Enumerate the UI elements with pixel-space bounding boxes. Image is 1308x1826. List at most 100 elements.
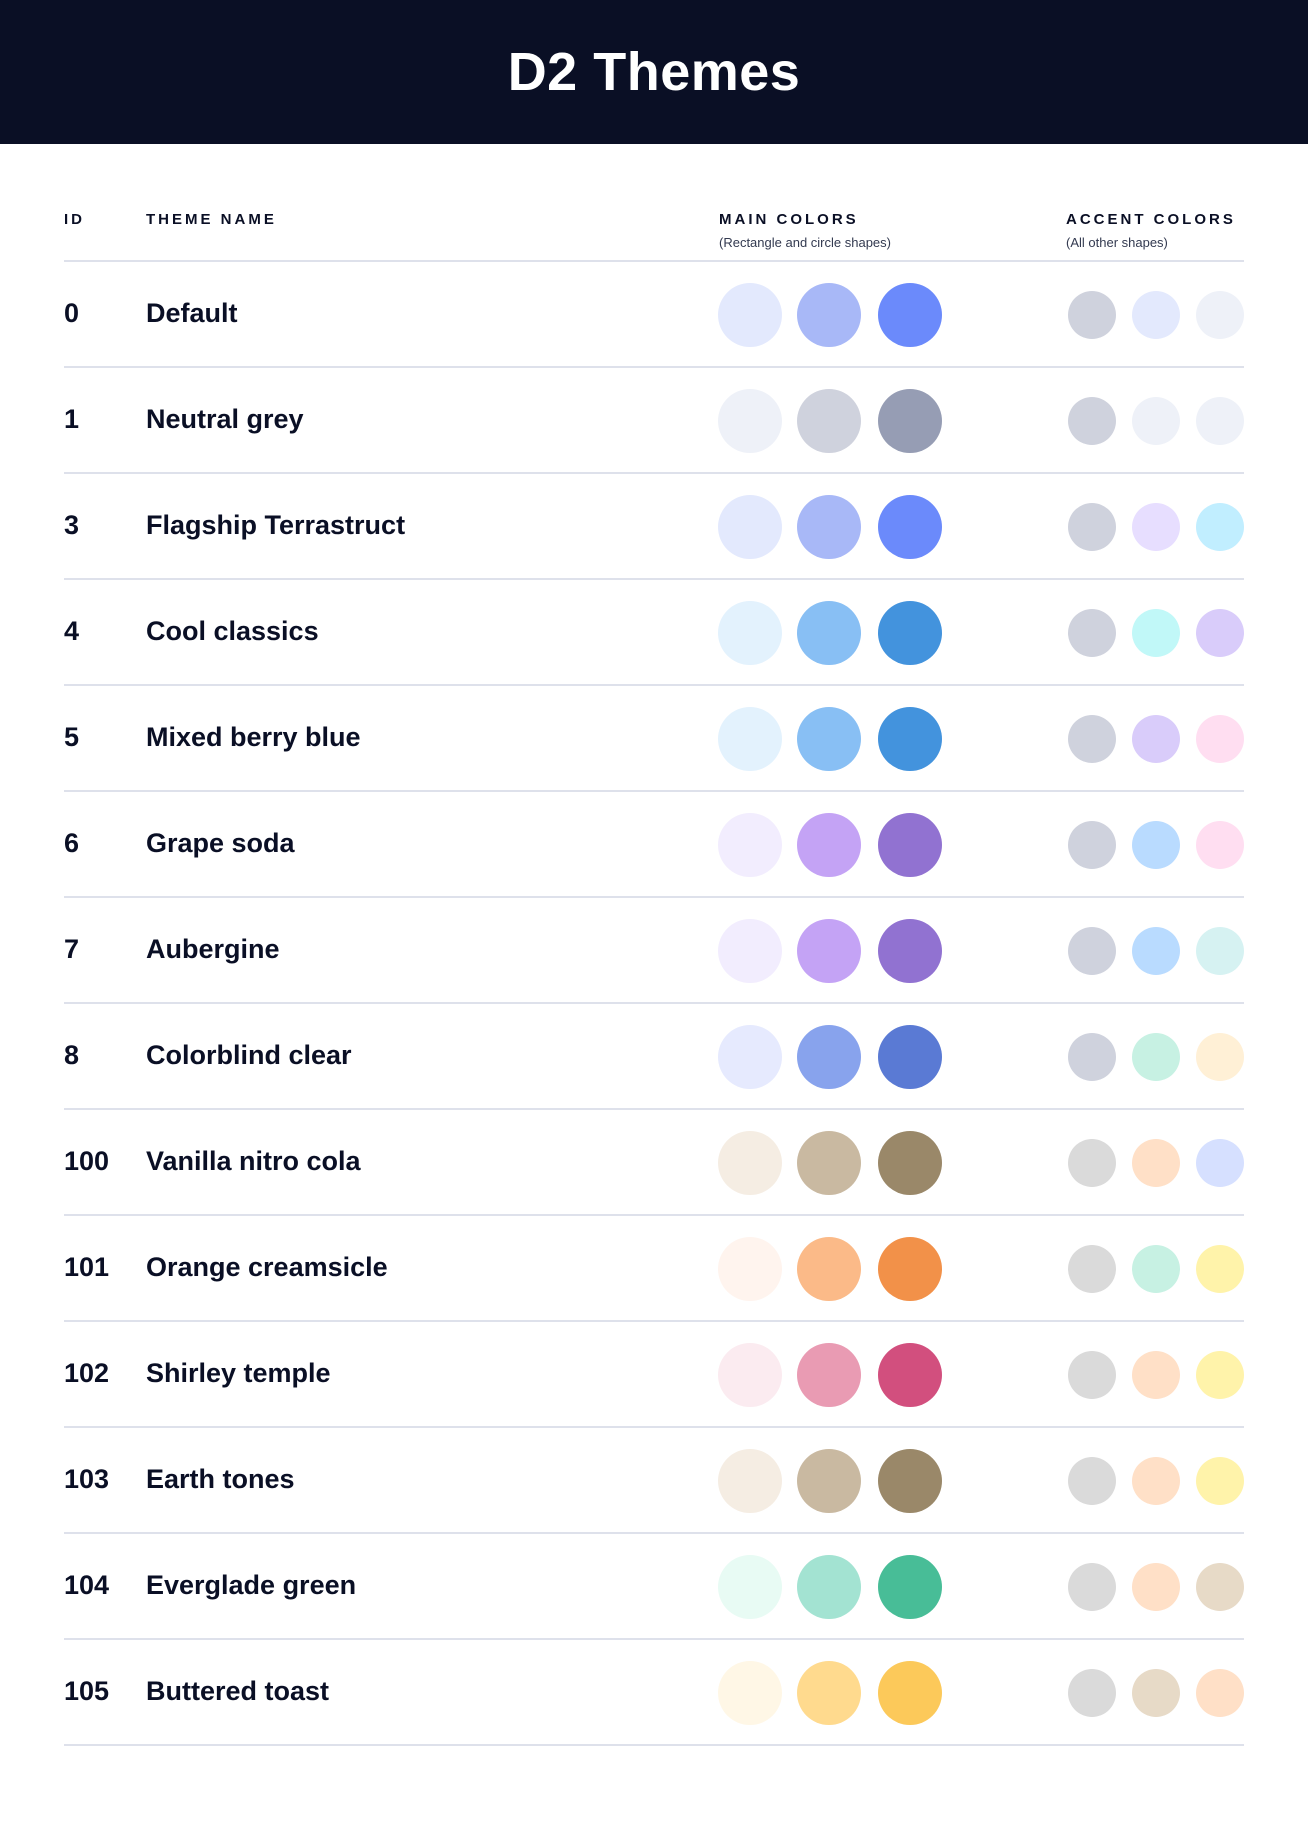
row-divider — [64, 1108, 1244, 1110]
main-color-swatch — [797, 1661, 861, 1725]
row-divider — [64, 684, 1244, 686]
theme-name: Cool classics — [146, 616, 319, 646]
main-color-swatch — [797, 495, 861, 559]
theme-name: Vanilla nitro cola — [146, 1146, 361, 1176]
theme-id: 103 — [64, 1464, 110, 1494]
row-divider — [64, 1002, 1244, 1004]
accent-color-swatch — [1068, 397, 1116, 445]
accent-color-swatch — [1068, 927, 1116, 975]
column-subheader-accent-colors: (All other shapes) — [1066, 235, 1168, 250]
theme-id: 8 — [64, 1040, 80, 1070]
main-color-swatch — [797, 707, 861, 771]
accent-color-swatch — [1132, 1033, 1180, 1081]
theme-name: Buttered toast — [146, 1676, 330, 1706]
row-divider — [64, 366, 1244, 368]
accent-color-swatch — [1196, 503, 1244, 551]
row-divider — [64, 896, 1244, 898]
main-color-swatch — [718, 495, 782, 559]
column-subheader-main-colors: (Rectangle and circle shapes) — [719, 235, 891, 250]
main-color-swatch — [718, 1025, 782, 1089]
accent-color-swatch — [1132, 1351, 1180, 1399]
theme-id: 0 — [64, 298, 80, 328]
theme-id: 4 — [64, 616, 80, 646]
accent-color-swatch — [1196, 927, 1244, 975]
main-color-swatch — [797, 1449, 861, 1513]
accent-color-swatch — [1132, 1139, 1180, 1187]
accent-color-swatch — [1068, 609, 1116, 657]
theme-name: Shirley temple — [146, 1358, 331, 1388]
accent-color-swatch — [1068, 1139, 1116, 1187]
accent-color-swatch — [1196, 1351, 1244, 1399]
accent-color-swatch — [1068, 821, 1116, 869]
theme-name: Default — [146, 298, 238, 328]
main-color-swatch — [718, 1661, 782, 1725]
accent-color-swatch — [1132, 291, 1180, 339]
main-color-swatch — [797, 1555, 861, 1619]
theme-row: 6 Grape soda — [0, 792, 1308, 898]
main-color-swatch — [797, 919, 861, 983]
theme-id: 104 — [64, 1570, 110, 1600]
accent-color-swatch — [1068, 1669, 1116, 1717]
main-color-swatch — [797, 389, 861, 453]
main-color-swatch — [878, 1555, 942, 1619]
theme-name: Grape soda — [146, 828, 295, 858]
main-color-swatch — [878, 283, 942, 347]
main-color-swatch — [718, 919, 782, 983]
main-color-swatch — [718, 389, 782, 453]
main-color-swatch — [878, 707, 942, 771]
accent-color-swatch — [1132, 821, 1180, 869]
theme-row: 4 Cool classics — [0, 580, 1308, 686]
main-color-swatch — [718, 1555, 782, 1619]
accent-color-swatch — [1196, 1033, 1244, 1081]
theme-id: 1 — [64, 404, 80, 434]
page-header: D2 Themes — [0, 0, 1308, 144]
row-divider — [64, 1744, 1244, 1746]
column-header-id: ID — [64, 211, 85, 228]
accent-color-swatch — [1132, 1669, 1180, 1717]
row-divider — [64, 1426, 1244, 1428]
accent-color-swatch — [1068, 1351, 1116, 1399]
main-color-swatch — [878, 919, 942, 983]
main-color-swatch — [718, 707, 782, 771]
column-header-main-colors: MAIN COLORS — [719, 211, 859, 228]
theme-id: 101 — [64, 1252, 110, 1282]
accent-color-swatch — [1196, 1139, 1244, 1187]
theme-id: 100 — [64, 1146, 110, 1176]
theme-name: Flagship Terrastruct — [146, 510, 406, 540]
theme-id: 5 — [64, 722, 80, 752]
theme-row: 7 Aubergine — [0, 898, 1308, 1004]
main-color-swatch — [878, 389, 942, 453]
accent-color-swatch — [1068, 503, 1116, 551]
main-color-swatch — [797, 1343, 861, 1407]
theme-id: 102 — [64, 1358, 110, 1388]
theme-row: 105 Buttered toast — [0, 1640, 1308, 1746]
main-color-swatch — [718, 1449, 782, 1513]
theme-id: 105 — [64, 1676, 110, 1706]
row-divider — [64, 1638, 1244, 1640]
theme-row: 102 Shirley temple — [0, 1322, 1308, 1428]
row-divider — [64, 1320, 1244, 1322]
accent-color-swatch — [1196, 397, 1244, 445]
accent-color-swatch — [1068, 1245, 1116, 1293]
theme-row: 101 Orange creamsicle — [0, 1216, 1308, 1322]
accent-color-swatch — [1196, 1245, 1244, 1293]
accent-color-swatch — [1196, 1669, 1244, 1717]
theme-name: Mixed berry blue — [146, 722, 361, 752]
header-divider — [64, 260, 1244, 262]
row-divider — [64, 1214, 1244, 1216]
theme-row: 103 Earth tones — [0, 1428, 1308, 1534]
column-header-accent-colors: ACCENT COLORS — [1066, 211, 1236, 228]
accent-color-swatch — [1068, 1033, 1116, 1081]
main-color-swatch — [878, 1131, 942, 1195]
accent-color-swatch — [1196, 1457, 1244, 1505]
main-color-swatch — [878, 1449, 942, 1513]
accent-color-swatch — [1132, 1245, 1180, 1293]
accent-color-swatch — [1068, 1457, 1116, 1505]
page-title: D2 Themes — [507, 42, 801, 102]
accent-color-swatch — [1132, 609, 1180, 657]
theme-id: 6 — [64, 828, 80, 858]
theme-row: 100 Vanilla nitro cola — [0, 1110, 1308, 1216]
accent-color-swatch — [1196, 715, 1244, 763]
accent-color-swatch — [1068, 291, 1116, 339]
row-divider — [64, 472, 1244, 474]
